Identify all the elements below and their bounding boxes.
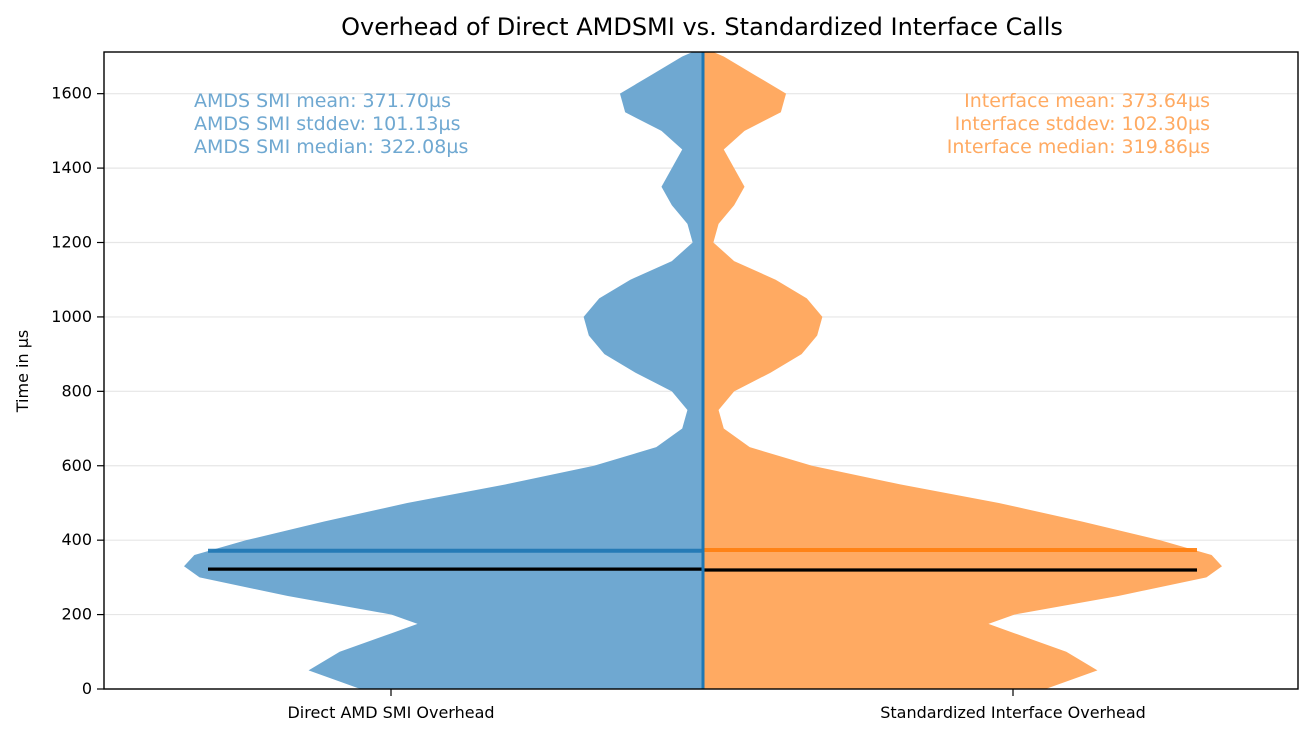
y-tick-label: 1400 xyxy=(51,158,92,177)
y-tick-label: 800 xyxy=(61,381,92,400)
text-layer: 0 200 400 600 800 1000 1200 1400 1600 Direct AMD … xyxy=(13,13,1210,722)
y-tick-label: 600 xyxy=(61,456,92,475)
right-annotation-line: Interface mean: 373.64µs xyxy=(964,90,1210,112)
right-annotation-line: Interface stddev: 102.30µs xyxy=(955,113,1210,135)
left-annotation-line: AMDS SMI mean: 371.70µs xyxy=(194,90,451,112)
violin-left-body xyxy=(184,52,703,689)
stats-layer xyxy=(208,52,1197,689)
x-tick-label: Standardized Interface Overhead xyxy=(880,703,1146,722)
y-tick-label: 0 xyxy=(82,679,92,698)
y-tick-label: 1200 xyxy=(51,233,92,252)
violin-layer xyxy=(184,52,1222,689)
left-annotation-line: AMDS SMI median: 322.08µs xyxy=(194,136,468,158)
x-tick-label: Direct AMD SMI Overhead xyxy=(287,703,494,722)
y-tick-label: 1000 xyxy=(51,307,92,326)
y-axis-label: Time in µs xyxy=(13,330,32,413)
y-tick-label: 400 xyxy=(61,530,92,549)
right-annotation-line: Interface median: 319.86µs xyxy=(947,136,1210,158)
chart-title: Overhead of Direct AMDSMI vs. Standardiz… xyxy=(341,13,1063,41)
left-annotation-line: AMDS SMI stddev: 101.13µs xyxy=(194,113,461,135)
y-tick-label: 1600 xyxy=(51,84,92,103)
y-tick-label: 200 xyxy=(61,605,92,624)
violin-right-body xyxy=(703,52,1222,689)
plot-frame xyxy=(103,51,1299,690)
axis-layer xyxy=(97,51,1299,696)
